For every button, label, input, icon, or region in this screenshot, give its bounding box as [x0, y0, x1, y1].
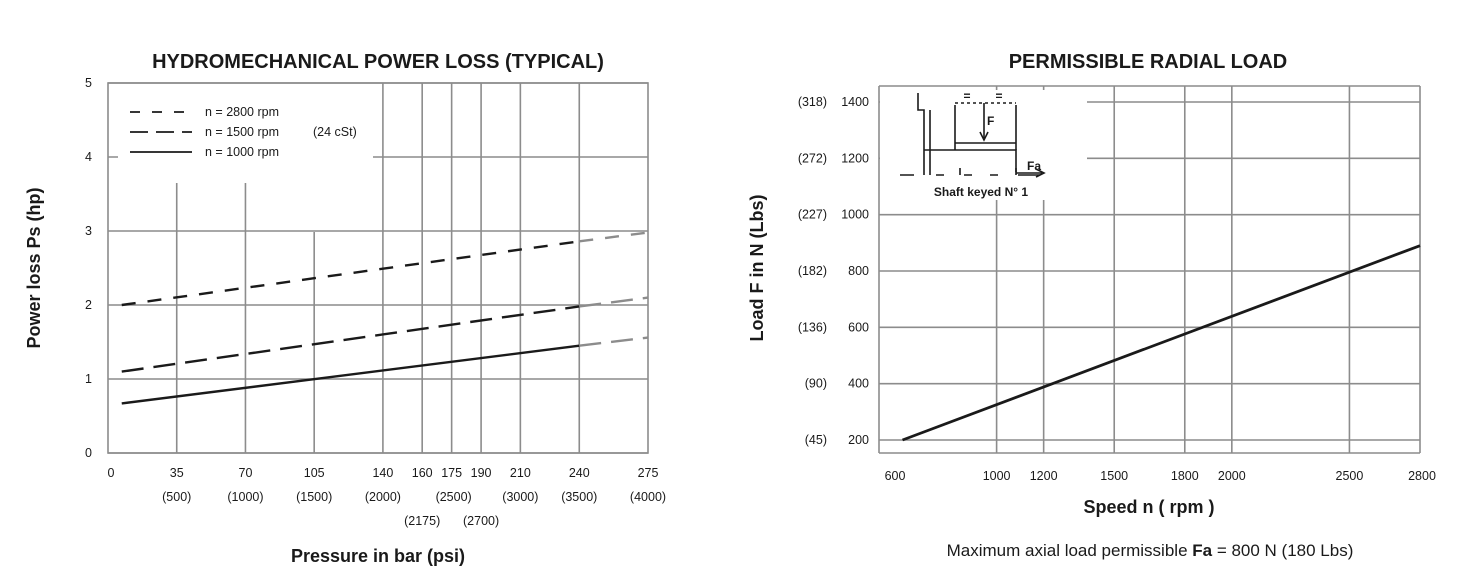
- x-tick-psi-label: (2000): [365, 490, 401, 504]
- axial-arrow-head: [1035, 168, 1046, 178]
- x-tick-label: 210: [510, 466, 531, 480]
- x-tick-psi-label: (4000): [630, 490, 666, 504]
- x-tick-label: 600: [885, 469, 906, 483]
- x-tick-label: 35: [170, 466, 184, 480]
- legend-label: n = 2800 rpm: [205, 105, 279, 119]
- radial-load-y-ticks: 200 (45) 400 (90) 600 (136) 800 (182) 1000 (227) 1…: [798, 95, 869, 447]
- y-tick-lbs-label: (182): [798, 264, 827, 278]
- y-tick-lbs-label: (227): [798, 208, 827, 222]
- x-tick-label: 105: [304, 466, 325, 480]
- footnote-text-before: Maximum axial load permissible: [947, 541, 1193, 560]
- x-tick-label: 175: [441, 466, 462, 480]
- x-tick-label: 1200: [1030, 469, 1058, 483]
- x-tick-psi-label: (3000): [502, 490, 538, 504]
- y-tick-label: 600: [848, 320, 869, 334]
- flange-outline: [917, 93, 925, 175]
- power-loss-legend: n = 2800 rpm n = 1500 rpm n = 1000 rpm: [130, 105, 279, 159]
- load-line: [902, 244, 1421, 442]
- shaft-inset-diagram: = = F Fa Shaft keyed N° 1: [880, 89, 1087, 200]
- y-tick-label: 3: [85, 224, 92, 238]
- y-tick-label: 5: [85, 76, 92, 90]
- y-tick-label: 400: [848, 377, 869, 391]
- series-extrapolation: [579, 296, 649, 308]
- x-tick-label: 1800: [1171, 469, 1199, 483]
- y-tick-lbs-label: (318): [798, 95, 827, 109]
- inset-caption: Shaft keyed N° 1: [934, 185, 1028, 199]
- series-extrapolation: [579, 336, 649, 347]
- x-tick-psi-label: (1000): [227, 490, 263, 504]
- legend-label: n = 1500 rpm: [205, 125, 279, 139]
- radial-load-chart: PERMISSIBLE RADIAL LOAD 200 (45) 400 (90) 60…: [747, 51, 1436, 560]
- legend-label: n = 1000 rpm: [205, 145, 279, 159]
- x-tick-label: 190: [471, 466, 492, 480]
- x-tick-psi-label: (1500): [296, 490, 332, 504]
- x-tick-label: 240: [569, 466, 590, 480]
- y-tick-lbs-label: (90): [805, 377, 827, 391]
- series-extrapolation: [579, 231, 649, 243]
- y-tick-label: 1200: [841, 151, 869, 165]
- x-tick-label: 160: [412, 466, 433, 480]
- y-tick-label: 1000: [841, 208, 869, 222]
- x-tick-psi-label: (2700): [463, 514, 499, 528]
- x-tick-psi-label: (3500): [561, 490, 597, 504]
- y-tick-label: 2: [85, 298, 92, 312]
- radial-load-lines: [902, 244, 1421, 442]
- axial-force-label: Fa: [1027, 159, 1041, 173]
- legend-note: (24 cSt): [313, 125, 357, 139]
- y-tick-label: 1400: [841, 95, 869, 109]
- power-loss-x-axis-title: Pressure in bar (psi): [291, 546, 465, 566]
- power-loss-x-ticks: 0 35 (500) 70 (1000) 105 (1500) 140 (2000) 160 (21…: [108, 466, 667, 528]
- x-tick-label: 2500: [1336, 469, 1364, 483]
- y-tick-label: 200: [848, 433, 869, 447]
- equal-mark-right: =: [995, 89, 1002, 103]
- power-loss-y-ticks: 0 1 2 3 4 5: [85, 76, 92, 460]
- x-tick-label: 2800: [1408, 469, 1436, 483]
- series-line: [121, 344, 580, 405]
- shaft-drawing: [900, 93, 1046, 178]
- y-tick-lbs-label: (272): [798, 151, 827, 165]
- x-tick-label: 0: [108, 466, 115, 480]
- x-tick-psi-label: (2175): [404, 514, 440, 528]
- x-tick-label: 1000: [983, 469, 1011, 483]
- y-tick-label: 4: [85, 150, 92, 164]
- x-tick-label: 2000: [1218, 469, 1246, 483]
- axial-load-footnote: Maximum axial load permissible Fa = 800 …: [947, 541, 1354, 560]
- radial-load-x-axis-title: Speed n ( rpm ): [1083, 497, 1214, 517]
- y-tick-label: 800: [848, 264, 869, 278]
- x-tick-psi-label: (500): [162, 490, 191, 504]
- y-tick-label: 1: [85, 372, 92, 386]
- x-tick-label: 70: [239, 466, 253, 480]
- x-tick-label: 140: [372, 466, 393, 480]
- series-line: [121, 305, 580, 373]
- shaft-end-ticks: [959, 168, 1017, 175]
- y-tick-label: 0: [85, 446, 92, 460]
- power-loss-chart: HYDROMECHANICAL POWER LOSS (TYPICAL) 0 1 2…: [24, 51, 666, 566]
- footnote-text-after: = 800 N (180 Lbs): [1212, 541, 1353, 560]
- radial-load-y-axis-title: Load F in N (Lbs): [747, 195, 767, 342]
- series-line: [121, 240, 580, 307]
- legend-background: [118, 96, 373, 171]
- equal-mark-left: =: [963, 89, 970, 103]
- power-loss-lines: [121, 231, 649, 405]
- x-tick-label: 275: [638, 466, 659, 480]
- x-tick-label: 1500: [1100, 469, 1128, 483]
- power-loss-title: HYDROMECHANICAL POWER LOSS (TYPICAL): [152, 51, 604, 73]
- force-label: F: [987, 114, 994, 128]
- y-tick-lbs-label: (45): [805, 433, 827, 447]
- power-loss-y-axis-title: Power loss Ps (hp): [24, 187, 44, 348]
- x-tick-psi-label: (2500): [436, 490, 472, 504]
- force-arrow-head: [979, 131, 989, 142]
- footnote-bold: Fa: [1192, 541, 1212, 560]
- radial-load-x-ticks: 600 1000 1200 1500 1800 2000 2500 2800: [885, 469, 1436, 483]
- y-tick-lbs-label: (136): [798, 320, 827, 334]
- radial-load-title: PERMISSIBLE RADIAL LOAD: [1009, 51, 1288, 73]
